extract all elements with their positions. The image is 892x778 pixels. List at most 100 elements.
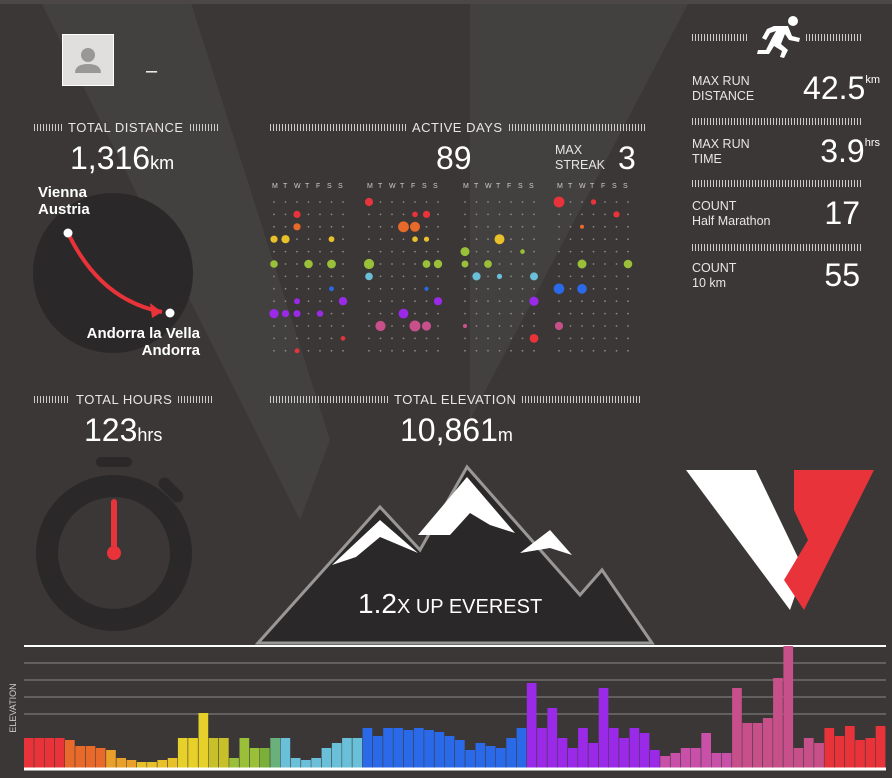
calendar-dot bbox=[496, 273, 503, 279]
calendar-dot bbox=[414, 250, 416, 253]
calendar-dot bbox=[409, 320, 421, 332]
elevation-bar bbox=[793, 748, 804, 768]
calendar-dot bbox=[581, 250, 583, 253]
elevation-bar bbox=[219, 738, 229, 768]
calendar-dot bbox=[412, 236, 418, 242]
calendar-dot bbox=[569, 349, 572, 352]
calendar-dot bbox=[319, 238, 321, 241]
calendar-dot bbox=[307, 312, 310, 315]
calendar-dot bbox=[592, 325, 595, 327]
calendar-dot bbox=[558, 238, 560, 241]
elevation-bar bbox=[608, 728, 619, 768]
calendar-dot bbox=[379, 263, 382, 265]
calendar-dot bbox=[592, 312, 595, 315]
calendar-dot bbox=[379, 287, 382, 290]
calendar-dot bbox=[627, 275, 629, 278]
calendar-dot bbox=[273, 225, 275, 228]
elevation-bar bbox=[208, 738, 219, 768]
elevation-bar bbox=[75, 746, 85, 768]
day-of-week-letter: T bbox=[496, 183, 501, 190]
calendar-dot bbox=[296, 250, 298, 253]
calendar-dot bbox=[307, 287, 310, 290]
calendar-dot bbox=[581, 201, 583, 203]
day-of-week-letter: S bbox=[338, 183, 343, 190]
day-of-week-letter: T bbox=[283, 183, 288, 190]
calendar-dot bbox=[391, 250, 393, 253]
calendar-dot bbox=[510, 287, 512, 290]
calendar-dot bbox=[391, 213, 393, 216]
calendar-dot bbox=[558, 300, 560, 303]
calendar-dot bbox=[368, 287, 370, 290]
calendar-dot bbox=[592, 225, 595, 228]
elevation-bar bbox=[537, 728, 547, 768]
calendar-dot bbox=[340, 336, 346, 341]
calendar-dot bbox=[433, 297, 443, 306]
elevation-bar bbox=[383, 728, 393, 768]
calendar-dot bbox=[558, 213, 560, 216]
calendar-dot bbox=[307, 300, 310, 303]
calendar-dot bbox=[284, 337, 287, 340]
total-hours-value: 123hrs bbox=[84, 412, 163, 448]
elevation-bar bbox=[629, 728, 640, 768]
elevation-bar bbox=[311, 758, 321, 768]
calendar-dot bbox=[293, 223, 301, 231]
calendar-dot bbox=[319, 213, 321, 216]
calendar-dot bbox=[425, 225, 428, 228]
calendar-dot bbox=[464, 312, 466, 315]
calendar-dot bbox=[319, 201, 321, 203]
calendar-dot bbox=[464, 337, 466, 340]
calendar-dot bbox=[437, 337, 439, 340]
elevation-bar bbox=[177, 738, 188, 768]
calendar-dot bbox=[475, 287, 478, 290]
calendar-dot bbox=[414, 201, 416, 203]
calendar-dot bbox=[604, 300, 606, 303]
calendar-dot bbox=[379, 201, 382, 203]
calendar-dot bbox=[422, 210, 431, 218]
calendar-dot bbox=[487, 287, 489, 290]
calendar-dot bbox=[590, 199, 597, 205]
calendar-dot bbox=[319, 225, 321, 228]
elevation-bar bbox=[762, 718, 773, 768]
day-of-week-letter: W bbox=[389, 183, 396, 190]
avatar[interactable] bbox=[62, 34, 114, 86]
calendar-dot bbox=[498, 300, 501, 303]
calendar-dot bbox=[558, 275, 560, 278]
calendar-dot bbox=[613, 211, 620, 218]
calendar-dot bbox=[379, 250, 382, 253]
calendar-dot bbox=[464, 300, 466, 303]
calendar-dot bbox=[464, 349, 466, 352]
day-of-week-letter: T bbox=[378, 183, 383, 190]
day-of-week-letter: W bbox=[579, 183, 586, 190]
calendar-dot bbox=[498, 312, 501, 315]
calendar-dot bbox=[284, 275, 287, 278]
calendar-dot bbox=[521, 213, 524, 216]
calendar-dot bbox=[402, 325, 405, 327]
calendar-dot bbox=[293, 210, 301, 218]
calendar-dot bbox=[487, 349, 489, 352]
calendar-dot bbox=[558, 312, 560, 315]
elevation-bar bbox=[567, 748, 578, 768]
calendar-dot bbox=[368, 337, 370, 340]
calendar-dot bbox=[379, 213, 382, 216]
calendar-dot bbox=[615, 201, 618, 203]
calendar-dot bbox=[615, 312, 618, 315]
calendar-dot bbox=[569, 263, 572, 265]
calendar-dot bbox=[342, 287, 344, 290]
calendar-dot bbox=[424, 286, 429, 291]
calendar-dot bbox=[498, 337, 501, 340]
calendar-dot bbox=[521, 325, 524, 327]
stat-label: MAX RUN DISTANCE bbox=[692, 74, 755, 103]
elevation-bar bbox=[331, 743, 342, 768]
calendar-dot bbox=[307, 349, 310, 352]
calendar-dot bbox=[553, 196, 565, 208]
calendar-dot bbox=[475, 250, 478, 253]
calendar-dot bbox=[379, 300, 382, 303]
calendar-dot bbox=[592, 213, 595, 216]
calendar-dot bbox=[533, 312, 535, 315]
elevation-bar bbox=[403, 730, 414, 768]
calendar-dot bbox=[569, 325, 572, 327]
calendar-dot bbox=[487, 300, 489, 303]
calendar-dot bbox=[592, 337, 595, 340]
calendar-dot bbox=[284, 300, 287, 303]
calendar-dot bbox=[487, 238, 489, 241]
